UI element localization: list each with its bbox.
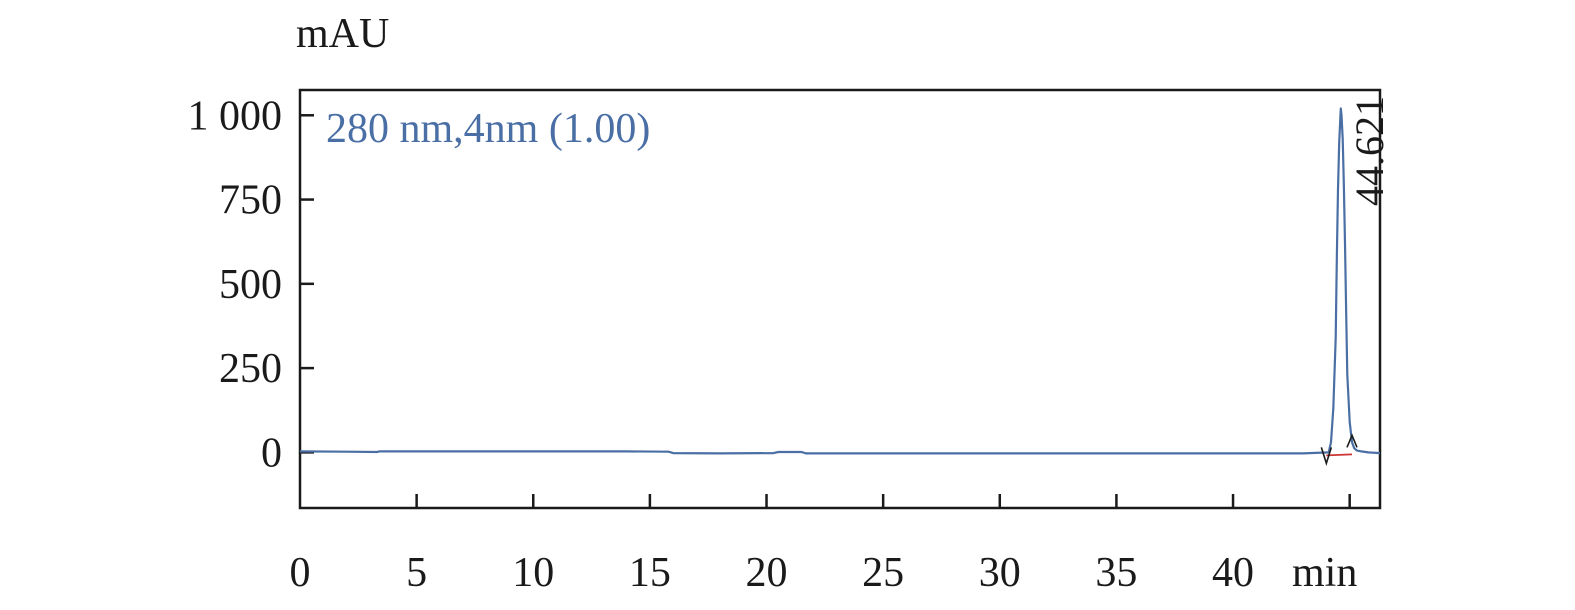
y-tick-label: 250 <box>219 346 282 392</box>
x-axis: 0 5 10 15 20 25 30 35 40 <box>290 494 1351 596</box>
peak-start-marker <box>1320 447 1333 467</box>
y-tick-label: 1 000 <box>188 93 283 139</box>
x-tick-label: 5 <box>406 550 427 596</box>
x-tick-label: 15 <box>629 550 671 596</box>
chromatogram-trace <box>299 107 1381 455</box>
x-tick-label: 30 <box>979 550 1021 596</box>
y-axis-unit-label: mAU <box>296 11 389 57</box>
y-tick-label: 750 <box>219 178 282 224</box>
y-tick-label: 0 <box>261 430 282 476</box>
peak-baseline <box>1326 453 1353 457</box>
peak-end-marker <box>1346 433 1358 448</box>
x-tick-label: 10 <box>512 550 554 596</box>
series-layer <box>299 107 1381 455</box>
detector-legend: 280 nm,4nm (1.00) <box>326 106 650 152</box>
x-tick-label: 40 <box>1212 550 1254 596</box>
plot-frame <box>298 88 1382 510</box>
x-tick-label: 20 <box>746 550 788 596</box>
y-axis: 0 250 500 750 1 000 <box>188 93 314 476</box>
peak-retention-time-label: 44.621 <box>1347 96 1392 206</box>
x-tick-label: 0 <box>290 550 311 596</box>
y-tick-label: 500 <box>219 262 282 308</box>
x-axis-unit-label: min <box>1292 550 1357 596</box>
x-tick-label: 35 <box>1095 550 1137 596</box>
x-tick-label: 25 <box>862 550 904 596</box>
peak-annotations: 44.621 <box>1320 96 1392 467</box>
